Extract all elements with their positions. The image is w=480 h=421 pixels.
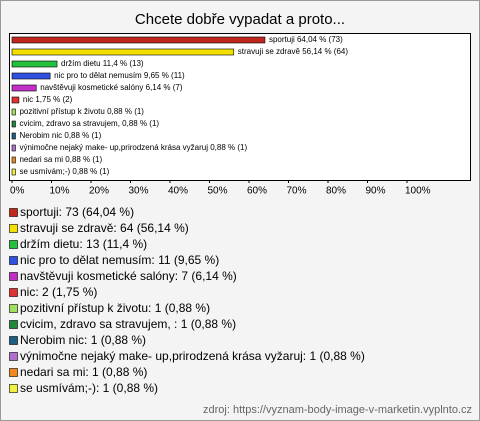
x-tick-label: 100%	[405, 186, 431, 197]
bar-label: se usmívám;-) 0,88 % (1)	[19, 167, 109, 176]
bar	[11, 108, 16, 116]
legend-label: nic: 2 (1,75 %)	[20, 285, 97, 299]
legend-swatch	[9, 240, 18, 249]
x-tick-label: 40%	[168, 186, 188, 197]
x-tick-label: 30%	[129, 186, 149, 197]
x-tick-label: 0%	[10, 186, 25, 197]
x-tick-label: 60%	[247, 186, 267, 197]
bar	[11, 144, 16, 152]
bar-label: výnimočne nejaký make- up,prirodzená krá…	[19, 143, 247, 152]
legend-swatch	[9, 256, 18, 265]
x-tick-label: 70%	[287, 186, 307, 197]
bar-label: cvicim, zdravo sa stravujem, 0,88 % (1)	[19, 119, 159, 128]
legend-swatch	[9, 384, 18, 393]
bar-label: pozitivní přístup k životu 0,88 % (1)	[19, 107, 144, 116]
bar	[11, 72, 51, 80]
plot-area	[9, 33, 471, 181]
legend-label: se usmívám;-): 1 (0,88 %)	[20, 381, 158, 395]
x-tick-label: 20%	[89, 186, 109, 197]
legend-swatch	[9, 304, 18, 313]
source: zdroj: https://vyznam-body-image-v-marke…	[203, 404, 472, 416]
legend-label: nic pro to dělat nemusím: 11 (9,65 %)	[20, 253, 219, 267]
bar-label: navštěvuji kosmetické salóny 6,14 % (7)	[40, 83, 183, 92]
x-tick-label: 90%	[366, 186, 386, 197]
legend-label: Nerobim nic: 1 (0,88 %)	[20, 333, 146, 347]
legend-label: výnimočne nejaký make- up,prirodzená krá…	[20, 349, 365, 363]
chart-title: Chcete dobře vypadat a proto...	[135, 11, 345, 28]
legend-swatch	[9, 336, 18, 345]
legend-swatch	[9, 208, 18, 217]
bar-label: nedari sa mi 0,88 % (1)	[19, 155, 102, 164]
legend-label: pozitivní přístup k životu: 1 (0,88 %)	[20, 301, 210, 315]
bar	[11, 60, 58, 68]
legend-label: držím dietu: 13 (11,4 %)	[20, 237, 147, 251]
legend-swatch	[9, 224, 18, 233]
x-tick-label: 80%	[326, 186, 346, 197]
legend-swatch	[9, 272, 18, 281]
bar-label: sportuji 64,04 % (73)	[269, 35, 343, 44]
x-tick-label: 50%	[208, 186, 228, 197]
bar	[11, 36, 266, 44]
legend-swatch	[9, 352, 18, 361]
legend-swatch	[9, 288, 18, 297]
legend-label: navštěvuji kosmetické salóny: 7 (6,14 %)	[20, 269, 237, 283]
bar	[11, 48, 235, 56]
legend-swatch	[9, 320, 18, 329]
legend-label: cvicim, zdravo sa stravujem, : 1 (0,88 %…	[20, 317, 236, 331]
bar-label: stravuji se zdravě 56,14 % (64)	[238, 47, 349, 56]
bar	[11, 120, 16, 128]
x-tick-label: 10%	[50, 186, 70, 197]
legend-label: sportuji: 73 (64,04 %)	[20, 205, 134, 219]
bar-label: nic pro to dělat nemusím 9,65 % (11)	[54, 71, 185, 80]
legend-swatch	[9, 368, 18, 377]
legend-label: stravuji se zdravě: 64 (56,14 %)	[20, 221, 189, 235]
legend-label: nedari sa mi: 1 (0,88 %)	[20, 365, 147, 379]
bar	[11, 132, 16, 140]
bar	[11, 156, 16, 164]
bar-label: držím dietu 11,4 % (13)	[61, 59, 144, 68]
bar	[11, 168, 16, 176]
bar-label: Nerobim nic 0,88 % (1)	[19, 131, 101, 140]
bar	[11, 96, 20, 104]
bar	[11, 84, 37, 92]
bar-label: nic 1,75 % (2)	[23, 95, 73, 104]
